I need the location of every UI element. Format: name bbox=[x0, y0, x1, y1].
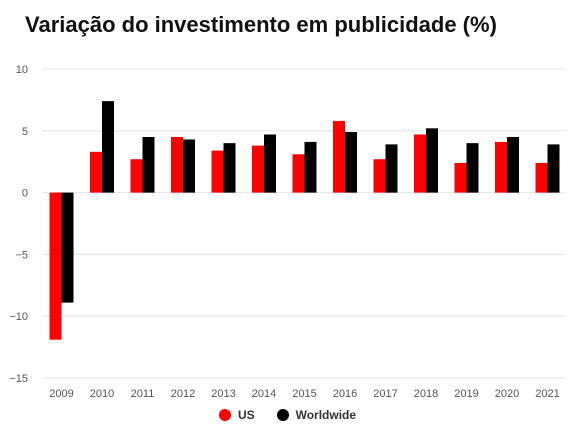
bar-us-2016[interactable] bbox=[333, 120, 345, 193]
x-tick-label: 2009 bbox=[49, 388, 73, 400]
x-tick-label: 2012 bbox=[171, 388, 195, 400]
legend-item-us[interactable]: US bbox=[218, 408, 255, 422]
bar-us-2012[interactable] bbox=[171, 136, 183, 193]
x-tick-label: 2015 bbox=[292, 388, 316, 400]
bar-worldwide-2009[interactable] bbox=[61, 192, 74, 303]
bar-worldwide-2012[interactable] bbox=[183, 139, 195, 193]
gridlines bbox=[42, 68, 565, 379]
bar-us-2014[interactable] bbox=[252, 145, 264, 193]
bar-us-2019[interactable] bbox=[454, 162, 467, 193]
bar-worldwide-2013[interactable] bbox=[223, 143, 236, 193]
bar-us-2018[interactable] bbox=[414, 134, 426, 193]
x-tick-label: 2014 bbox=[252, 388, 276, 400]
x-tick-label: 2010 bbox=[90, 388, 114, 400]
bar-worldwide-2011[interactable] bbox=[142, 136, 155, 193]
y-tick-label: 0 bbox=[22, 188, 28, 200]
bar-us-2020[interactable] bbox=[495, 141, 507, 193]
x-axis: 2009 2010 2011 2012 2013 2014 2015 2016 2017 2018… bbox=[49, 388, 559, 400]
bar-worldwide-2019[interactable] bbox=[466, 143, 479, 193]
bar-us-2009[interactable] bbox=[49, 192, 62, 340]
bar-us-2015[interactable] bbox=[292, 154, 305, 193]
legend-item-worldwide[interactable]: Worldwide bbox=[276, 408, 357, 422]
legend-swatch-us bbox=[218, 409, 231, 421]
x-tick-label: 2020 bbox=[495, 388, 519, 400]
y-tick-label: 5 bbox=[22, 126, 28, 138]
bar-worldwide-2015[interactable] bbox=[304, 141, 317, 193]
y-tick-label: −15 bbox=[9, 373, 28, 385]
legend: US Worldwide bbox=[0, 408, 575, 422]
bar-worldwide-2016[interactable] bbox=[345, 132, 357, 193]
legend-label-us: US bbox=[237, 408, 255, 422]
bar-us-2021[interactable] bbox=[535, 162, 548, 193]
bar-us-2017[interactable] bbox=[373, 159, 386, 193]
y-axis: 10 5 0 −5 −10 −15 bbox=[9, 64, 28, 385]
bar-worldwide-2017[interactable] bbox=[385, 144, 398, 193]
y-tick-label: −5 bbox=[15, 249, 28, 261]
x-tick-label: 2019 bbox=[454, 388, 478, 400]
x-tick-label: 2011 bbox=[131, 388, 155, 400]
bar-worldwide-2014[interactable] bbox=[264, 134, 276, 193]
x-tick-label: 2016 bbox=[333, 388, 357, 400]
x-tick-label: 2013 bbox=[211, 388, 235, 400]
y-tick-label: −10 bbox=[9, 311, 28, 323]
x-tick-label: 2018 bbox=[414, 388, 438, 400]
x-tick-label: 2017 bbox=[373, 388, 397, 400]
bar-us-2010[interactable] bbox=[90, 151, 102, 193]
bar-us-2013[interactable] bbox=[211, 150, 224, 193]
y-tick-label: 10 bbox=[16, 64, 28, 76]
bar-worldwide-2010[interactable] bbox=[102, 101, 114, 193]
legend-swatch-worldwide bbox=[276, 409, 289, 421]
bars bbox=[49, 101, 560, 340]
legend-label-worldwide: Worldwide bbox=[295, 408, 357, 422]
chart-title: Variação do investimento em publicidade … bbox=[25, 12, 497, 37]
bar-worldwide-2018[interactable] bbox=[426, 128, 438, 193]
bar-worldwide-2020[interactable] bbox=[507, 136, 519, 193]
bar-us-2011[interactable] bbox=[130, 159, 143, 193]
x-tick-label: 2021 bbox=[535, 388, 559, 400]
bar-worldwide-2021[interactable] bbox=[547, 144, 560, 193]
